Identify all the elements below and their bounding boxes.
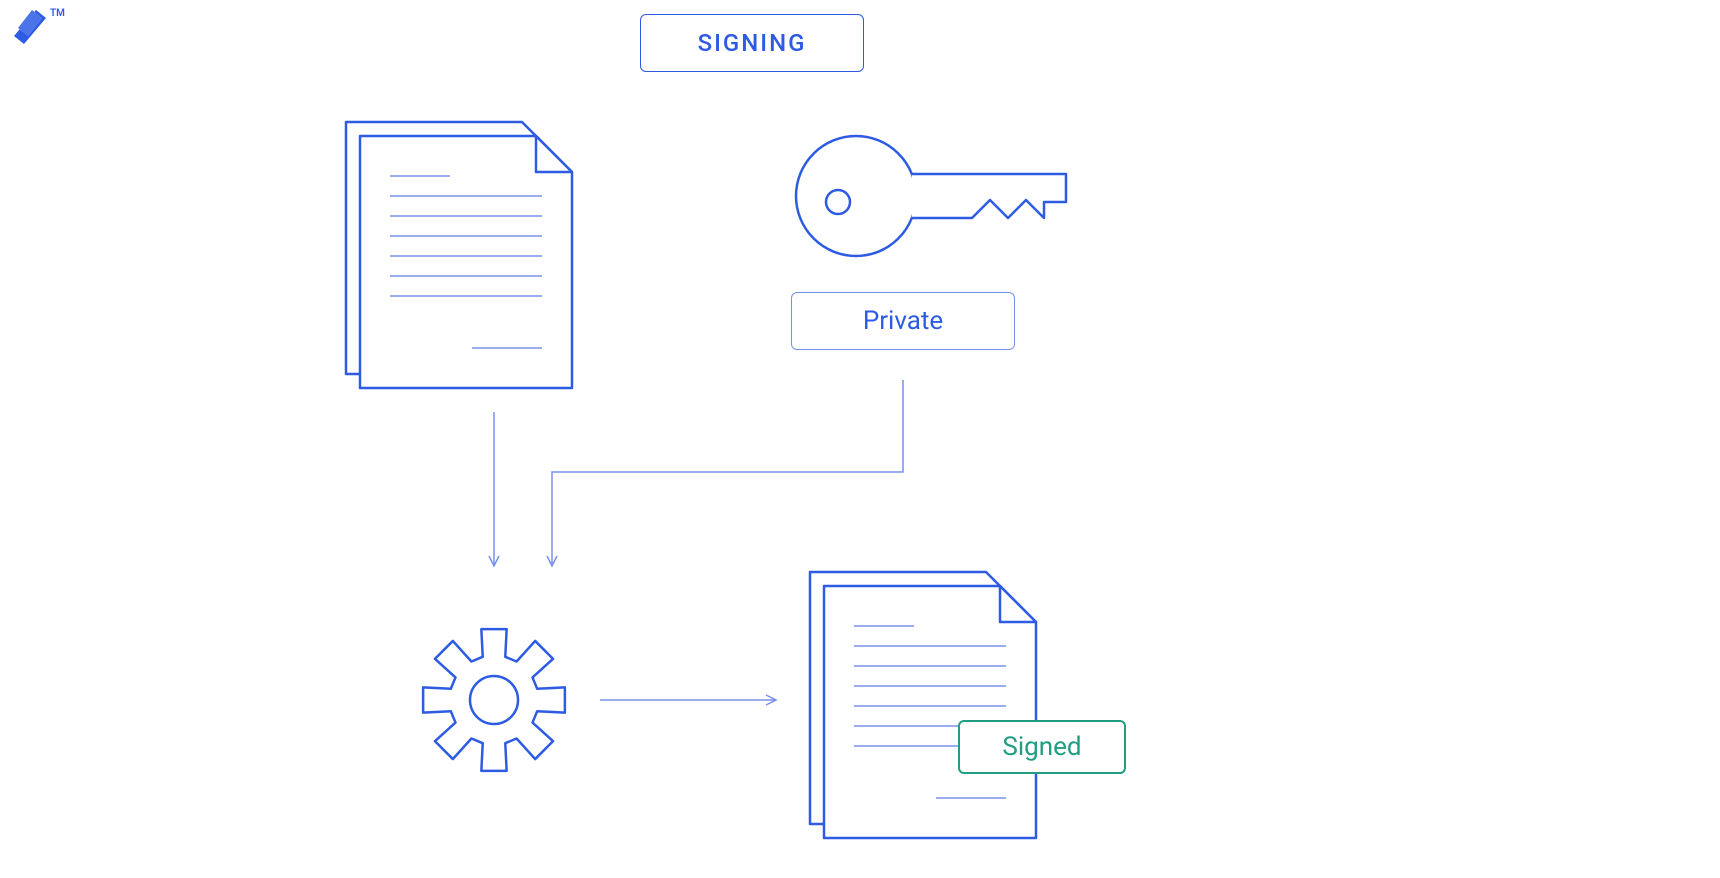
document-output-icon bbox=[810, 572, 1036, 838]
signing-diagram: TM SIGNING Private Signed bbox=[0, 0, 1720, 878]
gear-icon bbox=[423, 629, 565, 771]
signed-label: Signed bbox=[958, 720, 1126, 774]
signed-text: Signed bbox=[1002, 732, 1081, 762]
key-icon bbox=[796, 136, 1066, 256]
document-input-icon bbox=[346, 122, 572, 388]
diagram-svg bbox=[0, 0, 1720, 878]
